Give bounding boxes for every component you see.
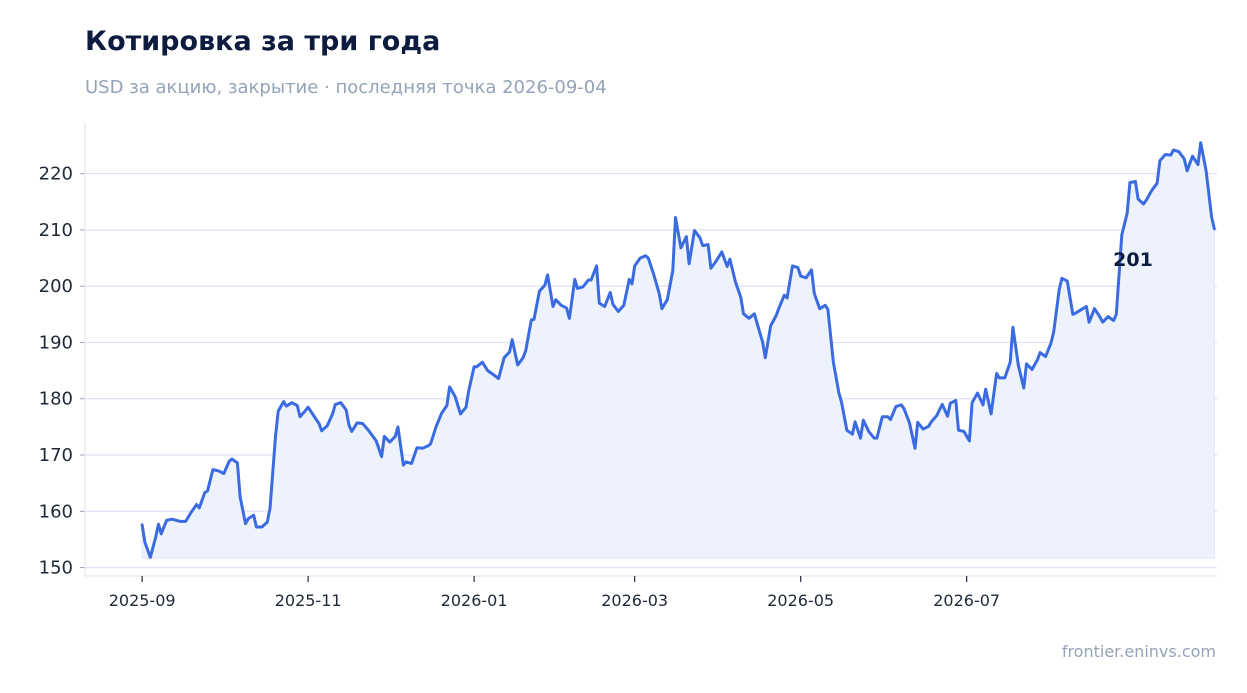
series-line [140,141,1216,559]
x-tick-label: 2026-07 [933,591,1000,610]
series-area [141,142,1215,560]
y-tick-label: 180 [39,389,73,410]
y-tick-label: 150 [39,558,73,579]
end-value-label: 201 [1113,249,1153,271]
y-tick-label: 160 [39,501,73,522]
x-tick-label: 2026-05 [767,591,834,610]
chart-subtitle: USD за акцию, закрытие · последняя точка… [85,77,607,98]
y-tick-label: 200 [39,276,73,297]
y-tick-label: 190 [39,332,73,353]
tick-labels: 150 160 170 180 190 200 210 220 2025-09 2025-11 20… [39,164,1153,610]
x-tick-label: 2026-03 [601,591,668,610]
y-tick-label: 220 [39,164,73,185]
source-credit: frontier.eninvs.com [1061,642,1216,661]
y-tick-label: 170 [39,445,73,466]
x-tick-label: 2026-01 [441,591,508,610]
axes [80,123,1217,582]
chart-title: Котировка за три года [85,26,441,57]
x-tick-label: 2025-09 [109,591,176,610]
x-tick-label: 2025-11 [275,591,342,610]
plot-area [140,141,1216,560]
y-tick-label: 210 [39,220,73,241]
